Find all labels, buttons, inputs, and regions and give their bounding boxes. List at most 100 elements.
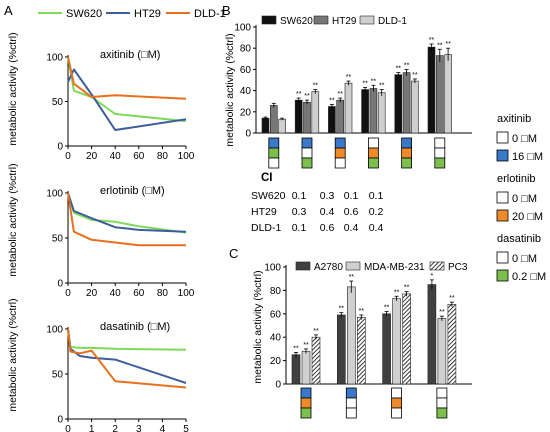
chart-b-bar-sw620 (328, 106, 336, 134)
chart-c-ytick-label: 100 (264, 263, 281, 274)
chart-c-significance: ** (349, 274, 355, 281)
chart-a2-title: erlotinib (□M) (100, 185, 165, 197)
chart-a1-xtick-label: 60 (133, 151, 145, 162)
chart-c-significance: * (431, 273, 434, 280)
chart-a3-ylabel: metabolic activity (%ctrl) (7, 298, 19, 411)
chart-a1-series-dld-1 (67, 56, 187, 100)
chart-b-treatment-box-dasatinib (434, 157, 446, 169)
chart-a1: axitinib (□M) metabolic activity (%ctrl)… (7, 32, 195, 162)
chart-c-bar-pc3 (447, 304, 457, 385)
chart-b-treatment-box-erlotinib (401, 147, 413, 159)
chart-b-ytick-label: 80 (240, 44, 252, 55)
chart-b-bar-sw620 (427, 46, 436, 134)
ci-value: 0.4 (344, 222, 359, 234)
chart-a2-series-dld-1 (67, 192, 186, 247)
chart-c-significance: ** (394, 289, 400, 296)
ci-row-label: HT29 (251, 206, 277, 218)
chart-c-ytick-label: 20 (270, 356, 282, 367)
panel-label-b: B (222, 3, 231, 18)
chart-c-ylabel: metabolic activity (%ctrl) (252, 270, 264, 383)
chart-b-significance: ** (337, 91, 343, 98)
chart-b-legend-label-sw620: SW620 (280, 16, 313, 27)
chart-b-bar-dld-1 (344, 82, 353, 134)
chart-b-treatment-box-axitinib (268, 137, 280, 149)
chart-a1-series-ht29 (67, 68, 187, 131)
chart-a3-ytick-label: 0 (57, 415, 63, 426)
chart-a1-xtick-label: 20 (86, 151, 98, 162)
chart-b-significance: ** (329, 97, 335, 104)
chart-b-legend-label-ht29: HT29 (332, 16, 357, 27)
chart-c-treatment-box-none (391, 387, 403, 399)
chart-a1-xtick-label: 100 (178, 151, 195, 162)
chart-c-significance: ** (313, 328, 319, 335)
chart-b-treatment-box-axitinib (334, 137, 346, 149)
legend-a-label-dld1: DLD-1 (194, 8, 226, 20)
chart-c-treatment-box-none (391, 407, 403, 419)
chart-a3-xtick-label: 5 (183, 424, 189, 432)
treatment-legend-swatch (496, 269, 509, 282)
chart-c-significance: ** (449, 295, 455, 302)
chart-c-significance: ** (293, 345, 299, 352)
chart-c-treatment-box-dasatinib (300, 407, 312, 419)
treatment-legend-swatch (496, 251, 509, 264)
chart-b-bar-sw620 (261, 117, 270, 134)
chart-a3: dasatinib (□M) metabolic activity (%ctrl… (7, 298, 189, 432)
chart-b-significance: ** (371, 78, 377, 85)
chart-a3-ytick-label: 100 (46, 325, 63, 336)
chart-b-treatment-box-none (301, 147, 313, 159)
chart-a2-ytick-label: 100 (46, 189, 63, 200)
chart-b-bar-ht29 (269, 105, 278, 134)
legend-a-label-sw620: SW620 (66, 8, 102, 20)
chart-b-bar-ht29 (369, 88, 378, 134)
chart-b-treatment-box-dasatinib (301, 157, 313, 169)
treatment-legend-label: 0 □M (512, 133, 537, 145)
chart-c-ytick-label: 80 (270, 286, 282, 297)
chart-b-significance: ** (362, 80, 368, 87)
panel-label-c: C (229, 246, 238, 261)
chart-a2-xtick-label: 0 (65, 288, 71, 299)
ci-value: 0.6 (320, 222, 335, 234)
treatment-legend-swatch (496, 149, 509, 162)
chart-b-ytick-label: 20 (240, 107, 252, 118)
chart-c-legend-label-mda-mb-231: MDA-MB-231 (364, 262, 425, 273)
chart-b-legend-label-dld-1: DLD-1 (378, 16, 407, 27)
treatment-legend-swatch (496, 209, 509, 222)
chart-a3-xtick-label: 0 (65, 424, 71, 432)
chart-b-ylabel: metabolic activity (%ctrl) (224, 33, 236, 146)
panel-label-a: A (4, 3, 13, 18)
chart-a1-ytick-label: 50 (52, 97, 64, 108)
chart-a2: erlotinib (□M) metabolic activity (%ctrl… (7, 163, 195, 299)
chart-b-treatment-box-none (268, 157, 280, 169)
legend-a: SW620 HT29 DLD-1 (38, 8, 226, 20)
chart-c-ytick-label: 0 (275, 380, 281, 391)
ci-row-label: SW620 (251, 190, 286, 202)
chart-b-ytick-label: 0 (245, 129, 251, 140)
chart-b-treatment-box-dasatinib (268, 147, 280, 159)
chart-b-significance: ** (379, 83, 385, 90)
chart-a1-ytick-label: 0 (57, 142, 63, 153)
chart-a3-title: dasatinib (□M) (100, 321, 170, 333)
chart-a3-xtick-label: 3 (136, 424, 142, 432)
treatment-legend-swatch (496, 191, 509, 204)
chart-c-significance: ** (339, 306, 345, 313)
chart-a3-ytick-label: 50 (52, 370, 64, 381)
chart-a1-ylabel: metabolic activity (%ctrl) (7, 32, 19, 145)
chart-c-bar-a2780 (427, 284, 437, 385)
chart-a2-series-sw620 (67, 192, 187, 234)
ci-value: 0.1 (369, 190, 384, 202)
ci-value: 0.4 (320, 206, 335, 218)
chart-c-significance: ** (439, 309, 445, 316)
chart-a2-xtick-label: 60 (133, 288, 145, 299)
ci-table-header: CI (261, 172, 273, 184)
chart-b-bar-ht29 (303, 101, 311, 134)
chart-c-bar-mda-mb-231 (437, 318, 447, 385)
chart-c-ytick-label: 40 (270, 333, 282, 344)
chart-b-bar-dld-1 (278, 118, 286, 134)
chart-c-legend-swatch-pc3 (429, 261, 445, 271)
chart-b-treatment-box-none (434, 147, 446, 159)
chart-c-bar-pc3 (311, 336, 321, 385)
treatment-legend-label: 0 □M (512, 193, 537, 205)
chart-c-legend-swatch-a2780 (295, 261, 311, 271)
chart-a1-xtick-label: 0 (65, 151, 71, 162)
